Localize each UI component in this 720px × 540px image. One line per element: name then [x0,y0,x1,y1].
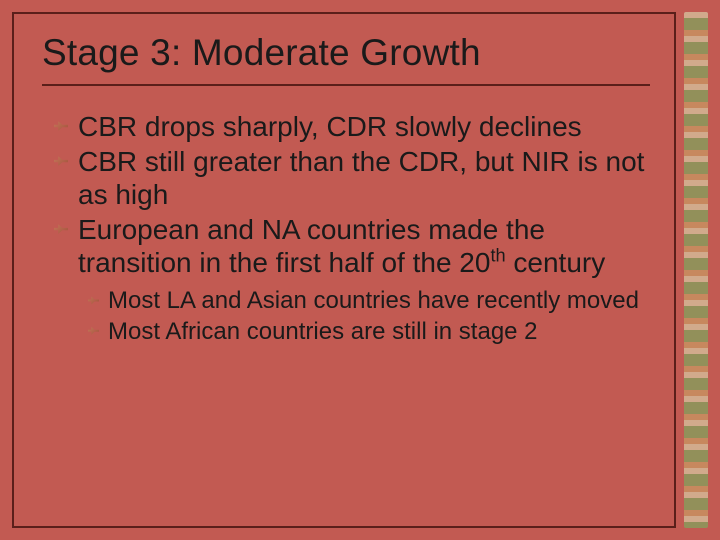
bullet-text: CBR still greater than the CDR, but NIR … [78,146,644,210]
sub-bullet-list: Most LA and Asian countries have recentl… [42,287,650,346]
slide-title: Stage 3: Moderate Growth [42,32,650,86]
sub-bullet-text: Most African countries are still in stag… [108,318,538,345]
sub-bullet-text: Most LA and Asian countries have recentl… [108,287,639,314]
sub-bullet-item: Most African countries are still in stag… [84,318,650,346]
bullet-item: CBR drops sharply, CDR slowly declines [50,110,650,143]
bullet-text: European and NA countries made the trans… [78,214,605,278]
bullet-text: CBR drops sharply, CDR slowly declines [78,111,582,142]
sub-bullet-item: Most LA and Asian countries have recentl… [84,287,650,315]
bullet-item: CBR still greater than the CDR, but NIR … [50,145,650,211]
main-bullet-list: CBR drops sharply, CDR slowly declines C… [42,110,650,279]
decorative-border [684,12,708,528]
bullet-item: European and NA countries made the trans… [50,213,650,279]
slide-content: Stage 3: Moderate Growth CBR drops sharp… [12,12,676,528]
